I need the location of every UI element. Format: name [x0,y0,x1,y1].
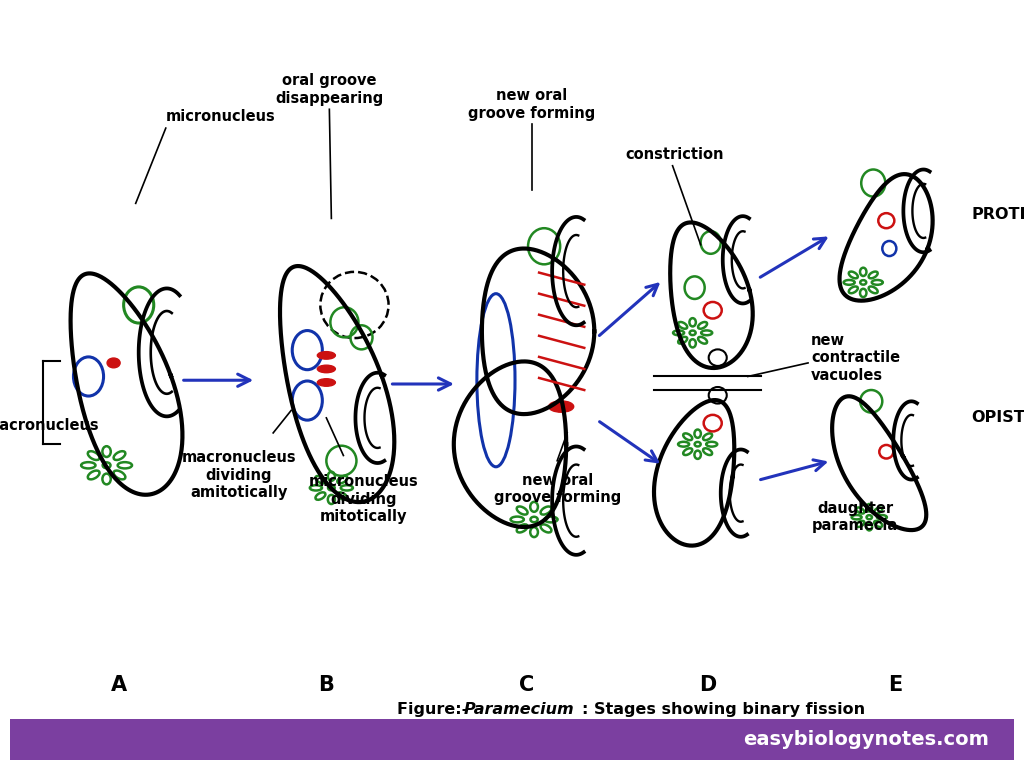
Text: macronucleus
dividing
amitotically: macronucleus dividing amitotically [181,450,296,500]
Ellipse shape [549,401,573,412]
Text: PROTER: PROTER [972,207,1024,222]
Text: macronucleus: macronucleus [0,418,99,433]
Ellipse shape [108,358,120,368]
Text: OPISTHE: OPISTHE [972,410,1024,425]
Text: : Stages showing binary fission: : Stages showing binary fission [583,702,865,717]
Text: A: A [111,675,127,695]
Text: micronucleus: micronucleus [166,109,275,124]
Text: micronucleus
dividing
mitotically: micronucleus dividing mitotically [308,475,419,524]
Text: new oral
groove forming: new oral groove forming [468,88,596,121]
Ellipse shape [317,352,336,359]
Ellipse shape [317,366,336,372]
Text: easybiologynotes.com: easybiologynotes.com [742,730,989,749]
Text: Paramecium: Paramecium [464,702,574,717]
Text: C: C [519,675,535,695]
Text: new
contractile
vacuoles: new contractile vacuoles [811,333,900,382]
Text: D: D [699,675,717,695]
Text: E: E [888,675,902,695]
Bar [10,719,1014,760]
Text: constriction: constriction [626,147,724,162]
Text: new oral
groove forming: new oral groove forming [494,473,621,505]
Text: oral groove
disappearing: oral groove disappearing [275,73,383,105]
Text: Figure:-: Figure:- [396,702,473,717]
Text: daughter
paramecia: daughter paramecia [812,501,898,533]
Text: B: B [318,675,334,695]
Ellipse shape [317,379,336,386]
